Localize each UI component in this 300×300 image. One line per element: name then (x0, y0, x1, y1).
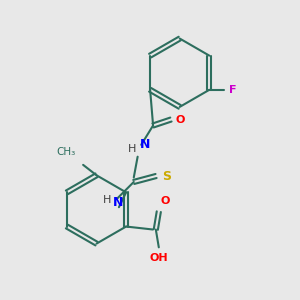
Text: S: S (162, 169, 171, 182)
Text: H: H (128, 144, 136, 154)
Text: H: H (103, 195, 111, 205)
Text: O: O (176, 115, 185, 124)
Text: F: F (229, 85, 236, 95)
Text: N: N (140, 138, 150, 151)
Text: CH₃: CH₃ (56, 147, 76, 158)
Text: N: N (113, 196, 123, 209)
Text: OH: OH (149, 253, 168, 263)
Text: O: O (160, 196, 170, 206)
